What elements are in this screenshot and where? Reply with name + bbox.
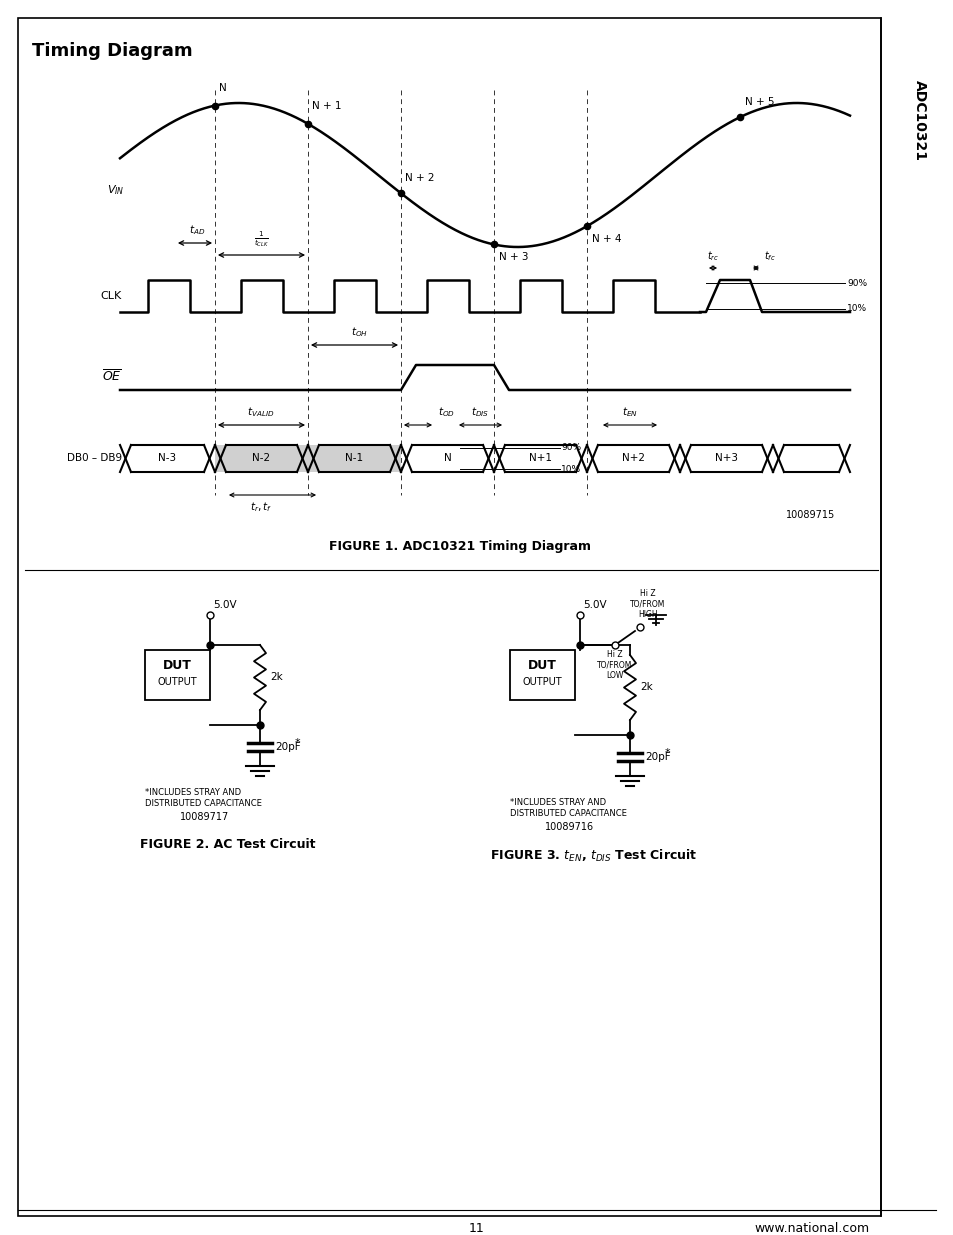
Text: N+3: N+3: [714, 453, 738, 463]
Text: Hi Z
TO/FROM
HIGH: Hi Z TO/FROM HIGH: [630, 589, 665, 619]
Text: N-3: N-3: [158, 453, 176, 463]
Text: DISTRIBUTED CAPACITANCE: DISTRIBUTED CAPACITANCE: [145, 799, 262, 808]
Text: 2k: 2k: [270, 673, 282, 683]
Text: OUTPUT: OUTPUT: [522, 677, 561, 687]
Text: *INCLUDES STRAY AND: *INCLUDES STRAY AND: [145, 788, 241, 797]
Text: N+2: N+2: [621, 453, 644, 463]
Text: 90%: 90%: [846, 279, 866, 288]
Text: 10089716: 10089716: [545, 823, 594, 832]
Text: *INCLUDES STRAY AND: *INCLUDES STRAY AND: [510, 798, 605, 806]
Text: CLK: CLK: [101, 291, 122, 301]
Text: Timing Diagram: Timing Diagram: [32, 42, 193, 61]
Text: *: *: [664, 748, 670, 758]
Text: ADC10321: ADC10321: [912, 80, 926, 161]
Text: www.national.com: www.national.com: [754, 1221, 869, 1235]
Bar: [308, 445, 400, 472]
Text: N+1: N+1: [529, 453, 552, 463]
Text: DISTRIBUTED CAPACITANCE: DISTRIBUTED CAPACITANCE: [510, 809, 626, 818]
Text: OUTPUT: OUTPUT: [157, 677, 197, 687]
Bar: [510, 650, 575, 700]
Text: FIGURE 3. $t_{EN}$, $t_{DIS}$ Test Circuit: FIGURE 3. $t_{EN}$, $t_{DIS}$ Test Circu…: [490, 848, 697, 864]
Text: $t_{DIS}$: $t_{DIS}$: [471, 405, 489, 419]
Text: $t_{VALID}$: $t_{VALID}$: [247, 405, 274, 419]
Text: Hi Z
TO/FROM
LOW: Hi Z TO/FROM LOW: [597, 650, 632, 679]
Text: 5.0V: 5.0V: [213, 600, 236, 610]
Text: DUT: DUT: [528, 659, 557, 673]
Text: DB0 – DB9: DB0 – DB9: [67, 453, 122, 463]
Text: $t_{fc}$: $t_{fc}$: [763, 249, 775, 263]
Text: 10089717: 10089717: [180, 811, 230, 823]
Text: 10%: 10%: [560, 464, 580, 474]
Text: $V_{IN}$: $V_{IN}$: [108, 183, 125, 196]
Text: N + 3: N + 3: [498, 252, 528, 263]
Text: 10%: 10%: [846, 304, 866, 314]
Bar: [145, 650, 210, 700]
Text: 10089715: 10089715: [785, 510, 834, 520]
Text: $t_{EN}$: $t_{EN}$: [621, 405, 638, 419]
Text: FIGURE 1. ADC10321 Timing Diagram: FIGURE 1. ADC10321 Timing Diagram: [329, 540, 590, 553]
Text: 20pF: 20pF: [644, 752, 670, 762]
Text: *: *: [294, 739, 300, 748]
Text: N-1: N-1: [345, 453, 363, 463]
Text: 11: 11: [469, 1221, 484, 1235]
Text: $t_{OD}$: $t_{OD}$: [437, 405, 455, 419]
Text: $t_r, t_f$: $t_r, t_f$: [250, 500, 272, 514]
Bar: [214, 445, 308, 472]
Text: DUT: DUT: [163, 659, 192, 673]
Text: $t_{rc}$: $t_{rc}$: [706, 249, 719, 263]
Text: 90%: 90%: [560, 443, 580, 452]
Text: 20pF: 20pF: [274, 742, 300, 752]
Text: N + 1: N + 1: [312, 101, 341, 111]
Text: N: N: [219, 83, 227, 93]
Text: N + 5: N + 5: [744, 98, 774, 107]
Text: $\overline{OE}$: $\overline{OE}$: [102, 369, 122, 385]
Text: 5.0V: 5.0V: [582, 600, 606, 610]
Text: N: N: [443, 453, 451, 463]
Text: N-2: N-2: [253, 453, 271, 463]
Text: $\frac{1}{t_{CLK}}$: $\frac{1}{t_{CLK}}$: [253, 230, 268, 249]
Text: $t_{OH}$: $t_{OH}$: [351, 325, 368, 338]
Text: N + 2: N + 2: [405, 173, 434, 183]
Text: N + 4: N + 4: [592, 235, 620, 245]
Text: $t_{AD}$: $t_{AD}$: [189, 224, 205, 237]
Text: FIGURE 2. AC Test Circuit: FIGURE 2. AC Test Circuit: [140, 839, 315, 851]
Text: 2k: 2k: [639, 683, 652, 693]
